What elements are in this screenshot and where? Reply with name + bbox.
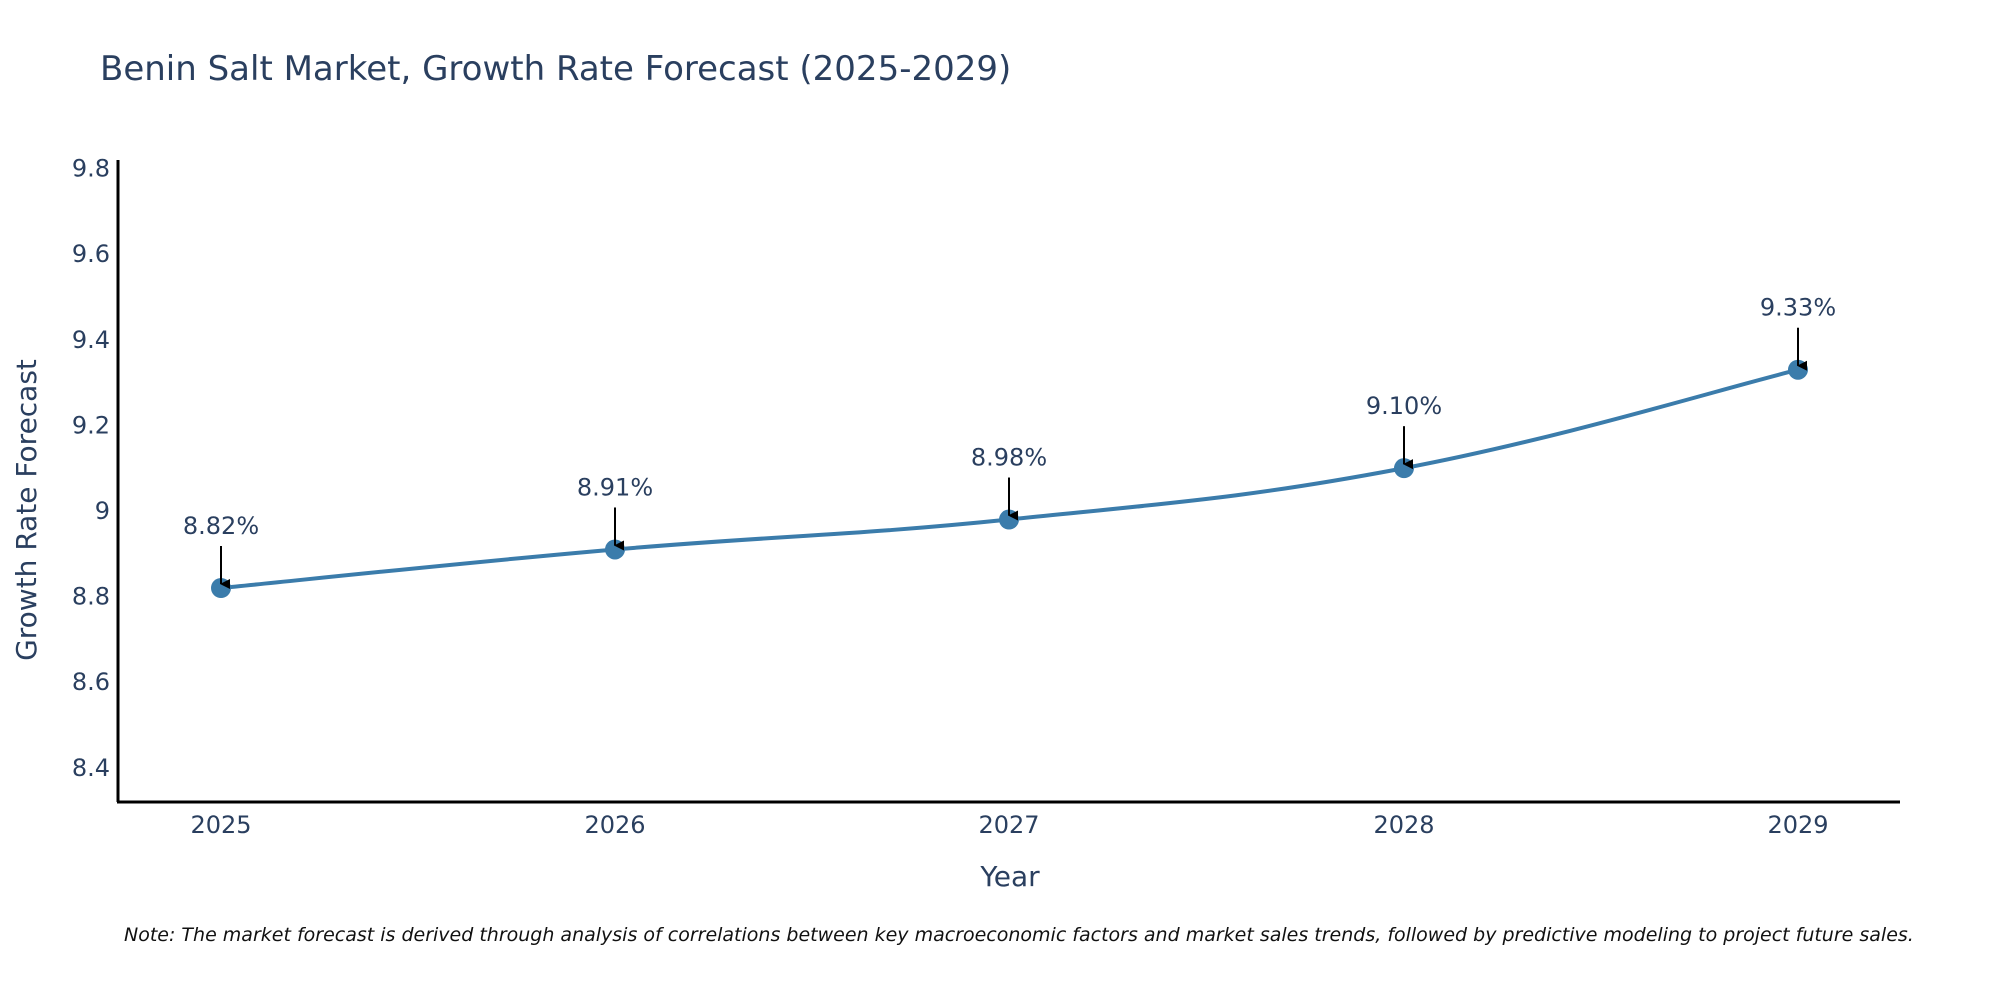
data-label-2027: 8.98% (971, 444, 1047, 472)
y-tick-label: 9.4 (72, 326, 110, 354)
data-label-2028: 9.10% (1366, 392, 1442, 420)
x-tick-label: 2025 (190, 811, 251, 839)
footnote: Note: The market forecast is derived thr… (124, 924, 1914, 946)
data-label-2026: 8.91% (577, 473, 653, 501)
x-tick-label: 2026 (584, 811, 645, 839)
data-annotations: 8.82% 8.91% 8.98% 9.10% 9.33% (183, 294, 1836, 589)
x-tick-label: 2027 (978, 811, 1039, 839)
x-tick-label: 2029 (1767, 811, 1828, 839)
chart-title: Benin Salt Market, Growth Rate Forecast … (100, 49, 1011, 89)
y-tick-label: 8.4 (72, 754, 110, 782)
data-label-2025: 8.82% (183, 512, 259, 540)
x-tick-label: 2028 (1373, 811, 1434, 839)
y-tick-label: 9 (95, 497, 110, 525)
y-tick-label: 9.2 (72, 411, 110, 439)
data-label-2029: 9.33% (1760, 294, 1836, 322)
y-axis-ticks: 8.4 8.6 8.8 9 9.2 9.4 9.6 9.8 (72, 155, 110, 782)
y-tick-label: 8.8 (72, 583, 110, 611)
y-tick-label: 8.6 (72, 668, 110, 696)
y-axis-title: Growth Rate Forecast (10, 359, 43, 661)
x-axis-ticks: 2025 2026 2027 2028 2029 (190, 811, 1828, 839)
y-tick-label: 9.8 (72, 155, 110, 183)
y-tick-label: 9.6 (72, 240, 110, 268)
x-axis-title: Year (979, 860, 1040, 893)
